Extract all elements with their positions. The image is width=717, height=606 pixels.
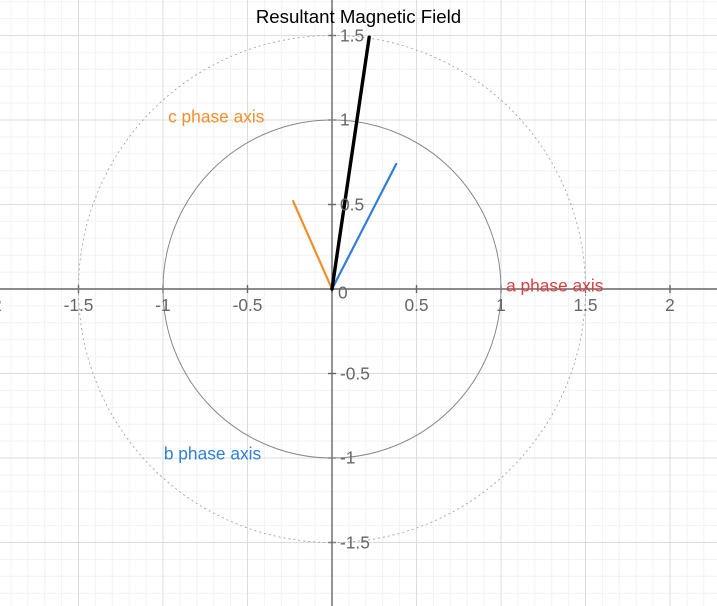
y-tick--0.5: -0.5 bbox=[340, 363, 370, 384]
x-tick--1: -1 bbox=[155, 295, 170, 316]
x-tick--0.5: -0.5 bbox=[233, 295, 263, 316]
chart-stage: Resultant Magnetic Field -2-1.5-1-0.500.… bbox=[0, 0, 717, 606]
y-tick-1: 1 bbox=[340, 110, 350, 131]
x-tick--1.5: -1.5 bbox=[64, 295, 94, 316]
y-tick--1.5: -1.5 bbox=[340, 532, 370, 553]
x-tick-1: 1 bbox=[496, 295, 506, 316]
y-tick-0.5: 0.5 bbox=[340, 194, 364, 215]
y-tick-1.5: 1.5 bbox=[340, 25, 364, 46]
b-phase-axis-label: b phase axis bbox=[164, 443, 261, 464]
x-tick-2: 2 bbox=[665, 295, 675, 316]
x-tick-1.5: 1.5 bbox=[573, 295, 597, 316]
c-phase-axis-label: c phase axis bbox=[168, 106, 264, 127]
x-tick-0: 0 bbox=[338, 283, 348, 304]
y-tick--1: -1 bbox=[340, 448, 355, 469]
x-tick--2: -2 bbox=[0, 295, 2, 316]
a-phase-axis-label: a phase axis bbox=[506, 276, 603, 297]
x-tick-0.5: 0.5 bbox=[404, 295, 428, 316]
plot-svg bbox=[0, 0, 717, 606]
